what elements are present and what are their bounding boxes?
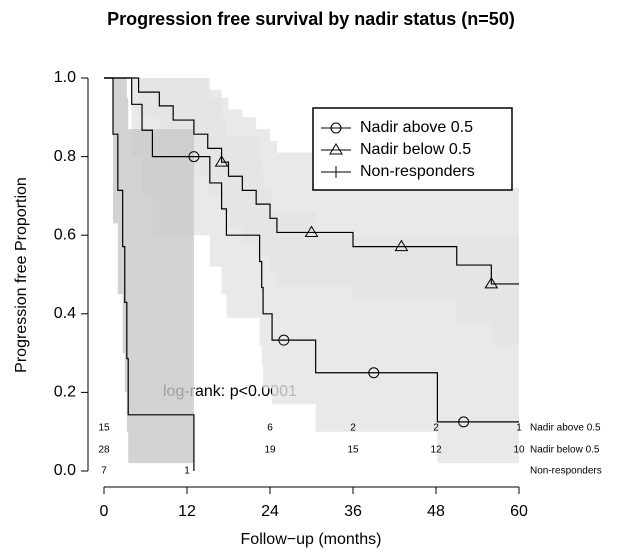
confidence-band xyxy=(104,78,194,464)
risk-row-label: Non-responders xyxy=(530,466,602,477)
risk-count: 15 xyxy=(347,445,359,456)
chart-title: Progression free survival by nadir statu… xyxy=(107,9,515,29)
y-tick-label: 0.2 xyxy=(54,384,76,401)
y-tick-label: 0.8 xyxy=(54,148,76,165)
risk-count: 10 xyxy=(513,445,525,456)
x-tick-label: 12 xyxy=(178,503,196,520)
survival-curve xyxy=(104,77,195,471)
risk-row-label: Nadir below 0.5 xyxy=(530,445,600,456)
censor-marker xyxy=(278,334,290,346)
x-tick-label: 48 xyxy=(427,503,445,520)
legend-box xyxy=(312,107,513,191)
risk-count: 2 xyxy=(350,423,356,434)
censor-marker xyxy=(484,276,499,289)
y-axis-label: Progression free Proportion xyxy=(13,177,30,373)
y-tick-label: 0.6 xyxy=(54,226,76,243)
censor-marker xyxy=(188,151,200,163)
risk-count: 6 xyxy=(267,423,273,434)
y-tick-label: 0.0 xyxy=(54,462,76,479)
x-axis-label: Follow−up (months) xyxy=(241,531,382,548)
x-tick-label: 0 xyxy=(100,503,109,520)
survival-curve xyxy=(104,77,519,423)
x-tick-label: 24 xyxy=(261,503,279,520)
risk-count: 12 xyxy=(430,445,442,456)
legend-label[interactable]: Nadir below 0.5 xyxy=(360,141,471,158)
y-tick-label: 0.4 xyxy=(54,305,76,322)
legend-marker xyxy=(329,143,343,155)
censor-marker xyxy=(458,416,470,428)
legend-marker xyxy=(330,122,342,134)
censor-marker xyxy=(304,225,319,237)
risk-count: 15 xyxy=(98,423,110,434)
legend-marker xyxy=(330,166,342,178)
risk-count: 1 xyxy=(516,423,522,434)
x-tick-label: 60 xyxy=(510,503,528,520)
risk-count: 7 xyxy=(101,466,107,477)
legend-label[interactable]: Nadir above 0.5 xyxy=(360,119,473,136)
risk-count: 28 xyxy=(98,445,110,456)
risk-row-label: Nadir above 0.5 xyxy=(530,423,601,434)
risk-count: 19 xyxy=(264,445,276,456)
censor-marker xyxy=(394,239,409,252)
legend-label[interactable]: Non-responders xyxy=(360,163,475,180)
y-tick-label: 1.0 xyxy=(54,69,76,86)
x-tick-label: 36 xyxy=(344,503,362,520)
censor-marker xyxy=(214,155,229,167)
survival-curve xyxy=(104,77,519,285)
risk-count: 1 xyxy=(184,466,190,477)
censor-marker xyxy=(368,367,380,379)
risk-count: 2 xyxy=(433,423,439,434)
